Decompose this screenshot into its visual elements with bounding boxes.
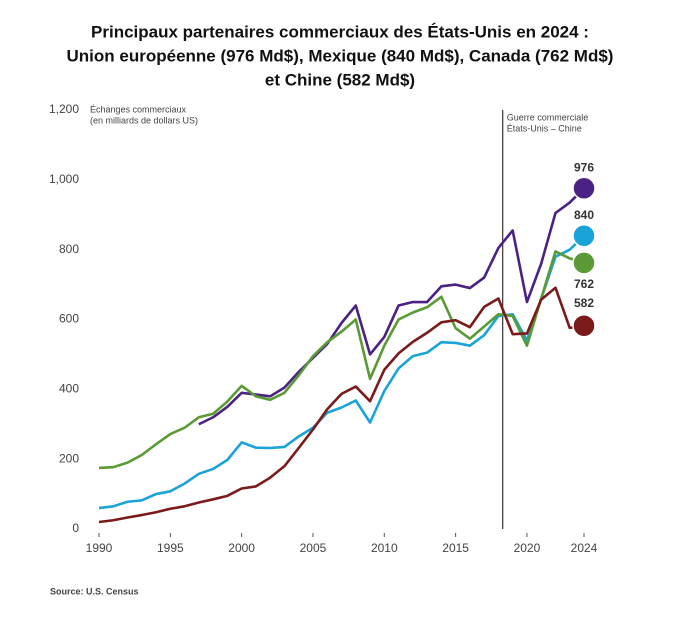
chart-title: Principaux partenaires commerciaux des É… [91,22,589,41]
y-tick-label: 400 [59,382,79,396]
series-line [98,250,585,470]
x-tick-label: 2015 [442,541,469,555]
y-tick-label: 800 [59,242,79,256]
annotation-text: Guerre commerciale [507,112,589,122]
end-label: 582 [574,296,594,310]
x-tick-label: 1995 [157,541,184,555]
end-label: 840 [574,208,594,222]
x-tick-label: 1990 [86,541,113,555]
series-line [198,187,585,426]
end-label: 976 [574,160,594,174]
source: Source: U.S. Census [50,586,139,596]
y-tick-label: 1,200 [49,102,79,116]
flag-icon [572,176,596,200]
y-tick-label: 600 [59,312,79,326]
x-tick-label: 2010 [371,541,398,555]
x-tick-label: 2000 [228,541,255,555]
y-axis-label: Échanges commerciaux [90,104,187,114]
x-tick-label: 2020 [514,541,541,555]
series-line [98,286,585,524]
flag-icon [572,314,596,338]
y-tick-label: 0 [72,521,79,535]
y-tick-label: 200 [59,451,79,465]
chart-title: Union européenne (976 Md$), Mexique (840… [67,46,614,65]
flag-icon [572,223,596,248]
chart-title: et Chine (582 Md$) [265,70,415,89]
x-tick-label: 2005 [300,541,327,555]
y-axis-label: (en milliards de dollars US) [90,115,198,125]
annotation-text: États-Unis – Chine [507,123,582,133]
y-tick-label: 1,000 [49,172,79,186]
flag-icon [572,251,596,275]
end-label: 762 [574,277,594,291]
x-tick-label: 2024 [571,541,598,555]
